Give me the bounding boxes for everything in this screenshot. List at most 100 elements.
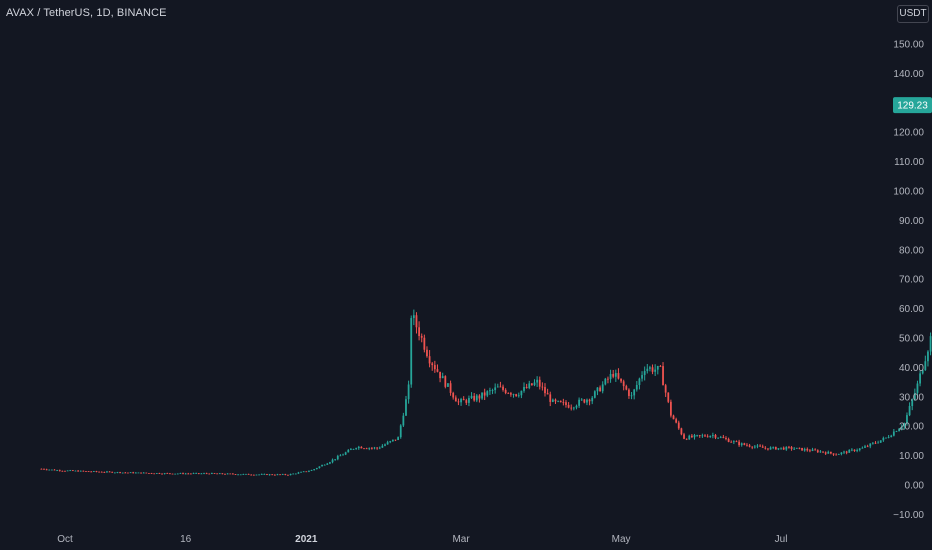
candle-body: [528, 383, 531, 388]
candle-body: [557, 400, 560, 402]
candle-body: [664, 385, 667, 393]
candle-body: [822, 451, 824, 453]
candle-body: [365, 448, 368, 450]
candle-body: [428, 356, 431, 364]
candle-body: [772, 446, 775, 448]
y-tick-label: 30.00: [899, 392, 924, 403]
y-tick-label: 100.00: [893, 187, 924, 198]
y-tick-label: 60.00: [899, 304, 924, 315]
candle-body: [478, 395, 481, 399]
candle-body: [656, 366, 659, 370]
candle-body: [735, 441, 738, 443]
price-axis[interactable]: 150.00 140.00 120.00 110.00 100.00 90.00 80.00…: [893, 40, 924, 521]
candle-body: [339, 455, 342, 457]
candle-body: [127, 472, 129, 474]
y-tick-label: 90.00: [899, 216, 924, 227]
candle-body: [420, 336, 423, 338]
candle-body: [874, 442, 877, 444]
candle-body: [677, 422, 680, 429]
candle-body: [407, 384, 410, 400]
candle-body: [266, 474, 268, 475]
symbol-title[interactable]: AVAX / TetherUS, 1D, BINANCE: [6, 7, 167, 19]
candle-body: [496, 386, 499, 388]
candle-body: [237, 474, 240, 476]
candle-body: [292, 473, 295, 475]
candle-body: [460, 399, 462, 403]
candle-body: [273, 474, 276, 476]
candle-body: [468, 398, 470, 403]
candle-body: [436, 369, 439, 372]
candle-body: [234, 474, 237, 475]
candle-body: [709, 435, 712, 438]
candle-body: [607, 378, 609, 380]
y-tick-label: 140.00: [893, 69, 924, 80]
candle-body: [255, 474, 258, 476]
x-tick-label: Jul: [775, 534, 788, 545]
candle-body: [213, 473, 216, 474]
candle-body: [593, 391, 596, 398]
candle-body: [462, 399, 465, 401]
candle-body: [830, 451, 832, 454]
candle-body: [499, 386, 502, 388]
candle-body: [743, 443, 746, 445]
candle-body: [798, 447, 801, 449]
currency-button[interactable]: USDT: [897, 5, 929, 23]
candle-body: [352, 448, 355, 450]
candle-body: [850, 449, 853, 451]
candle-body: [785, 446, 788, 450]
candle-body: [106, 471, 108, 473]
candle-body: [85, 471, 87, 472]
candle-body: [216, 473, 219, 475]
candle-body: [197, 473, 200, 474]
candle-body: [827, 451, 830, 454]
candle-body: [69, 470, 72, 472]
candle-body: [774, 446, 777, 450]
candle-body: [803, 448, 806, 451]
candle-body: [856, 450, 859, 451]
candle-body: [908, 406, 911, 416]
candle-body: [570, 407, 573, 409]
candle-body: [538, 379, 541, 387]
candle-body: [711, 434, 714, 436]
candle-body: [502, 386, 504, 390]
candle-body: [100, 471, 103, 473]
candle-body: [347, 450, 350, 453]
candle-body: [111, 471, 114, 473]
candle-body: [544, 387, 546, 394]
candle-body: [871, 442, 874, 444]
candle-body: [431, 363, 434, 366]
candle-body: [730, 441, 733, 443]
candle-body: [163, 473, 166, 474]
candle-body: [795, 447, 798, 449]
candle-body: [71, 470, 74, 472]
candle-body: [746, 444, 748, 446]
candle-body: [250, 474, 253, 476]
candle-body: [205, 473, 208, 475]
candle-body: [670, 401, 672, 416]
candle-body: [801, 447, 803, 451]
candle-body: [433, 365, 436, 370]
candle-body: [326, 463, 329, 465]
candle-body: [179, 473, 182, 474]
candle-body: [315, 468, 318, 470]
candle-body: [449, 383, 452, 393]
candle-body: [753, 446, 756, 448]
candle-body: [769, 447, 772, 450]
candle-body: [704, 435, 706, 437]
candle-body: [549, 394, 552, 402]
candle-body: [155, 473, 158, 474]
candle-body: [832, 453, 835, 455]
candle-body: [565, 402, 567, 405]
candle-body: [906, 415, 908, 424]
candle-body: [717, 437, 720, 439]
candle-body: [310, 470, 313, 471]
candle-body: [399, 425, 402, 438]
candle-body: [722, 437, 725, 439]
candle-body: [239, 474, 242, 476]
time-axis[interactable]: Oct162021MarMayJulSepNov2022MarMayJul: [57, 534, 932, 545]
candle-body: [533, 382, 536, 386]
candle-body: [45, 469, 48, 471]
candle-body: [546, 393, 549, 395]
